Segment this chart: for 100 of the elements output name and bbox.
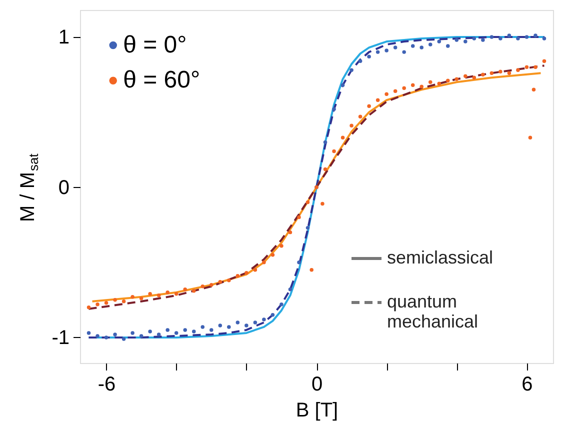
point <box>498 36 502 40</box>
point <box>464 40 468 44</box>
point <box>270 313 275 317</box>
y-axis-title: M / Msat <box>17 153 41 222</box>
point <box>113 332 117 336</box>
point <box>139 296 144 300</box>
point <box>210 328 214 332</box>
point <box>227 325 231 329</box>
point <box>297 260 301 264</box>
point <box>446 44 450 48</box>
point <box>306 200 310 204</box>
point <box>104 301 108 305</box>
point <box>376 98 380 102</box>
x-tick-label: -6 <box>98 374 116 396</box>
point <box>122 337 126 341</box>
point <box>323 140 328 144</box>
point <box>542 59 546 63</box>
point <box>367 54 371 58</box>
point <box>174 331 178 335</box>
point <box>542 36 546 40</box>
point <box>410 44 415 48</box>
annotation: quantum mechanical <box>387 292 478 332</box>
point <box>262 260 266 264</box>
point <box>236 320 240 324</box>
point <box>332 107 336 112</box>
line-series <box>88 36 546 338</box>
point <box>367 104 371 108</box>
point <box>464 74 468 78</box>
point <box>156 294 161 298</box>
point <box>113 298 117 302</box>
legend-label: θ = 0° <box>123 31 187 58</box>
point <box>507 34 512 38</box>
point <box>244 324 248 328</box>
point <box>227 278 231 282</box>
point <box>498 70 502 74</box>
point <box>192 330 196 334</box>
point <box>420 46 424 50</box>
point <box>534 34 538 38</box>
point <box>262 318 266 322</box>
x-tick-label: 6 <box>522 374 533 396</box>
point <box>192 289 196 293</box>
point <box>148 292 152 296</box>
y-tick-label: -1 <box>52 326 70 349</box>
point <box>490 35 494 39</box>
point <box>280 302 284 306</box>
point <box>253 320 258 324</box>
point <box>104 336 108 340</box>
point <box>166 290 170 294</box>
point <box>183 288 187 292</box>
point <box>86 331 91 335</box>
point <box>183 328 187 332</box>
point <box>524 65 529 69</box>
point <box>218 324 222 328</box>
point <box>428 42 432 46</box>
point <box>446 78 450 82</box>
point <box>86 306 91 310</box>
point <box>393 89 398 93</box>
point <box>524 35 529 39</box>
point <box>332 149 336 154</box>
point <box>122 300 126 304</box>
point <box>166 328 170 332</box>
point <box>420 84 424 88</box>
legend-label: θ = 60° <box>123 66 200 94</box>
point <box>320 202 324 206</box>
y-tick-label: 0 <box>58 176 70 199</box>
point <box>148 330 152 334</box>
annotation: semiclassical <box>387 248 494 268</box>
point <box>516 68 520 72</box>
point <box>534 65 538 69</box>
point <box>174 292 178 296</box>
point <box>270 252 275 257</box>
point <box>139 334 144 338</box>
point <box>323 167 328 172</box>
x-tick-label: 0 <box>311 374 323 396</box>
point <box>472 76 476 80</box>
point <box>454 38 459 42</box>
point <box>236 274 240 278</box>
point <box>253 268 258 272</box>
point <box>437 82 441 86</box>
point <box>481 38 485 42</box>
point <box>490 71 494 75</box>
point <box>428 80 432 84</box>
point <box>210 283 214 287</box>
point <box>130 331 134 335</box>
point <box>376 50 380 54</box>
point <box>200 325 204 329</box>
x-axis-title: B [T] <box>296 400 338 422</box>
point <box>472 36 476 40</box>
point <box>156 332 161 336</box>
point <box>350 124 354 128</box>
point <box>288 230 292 234</box>
point <box>310 268 314 272</box>
point <box>532 88 536 92</box>
point <box>306 226 310 230</box>
point <box>481 72 485 76</box>
point <box>218 280 222 284</box>
point <box>280 244 284 248</box>
y-tick-label: 1 <box>58 26 70 49</box>
point <box>454 77 459 81</box>
point <box>340 83 345 87</box>
